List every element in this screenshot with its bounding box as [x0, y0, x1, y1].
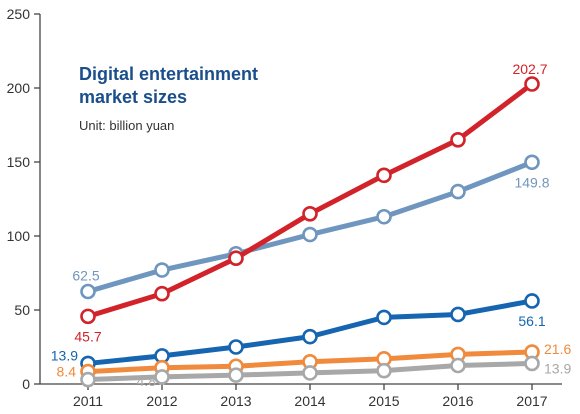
x-tick-label: 2013 [220, 393, 251, 409]
data-label: 13.9 [544, 360, 571, 376]
data-point [154, 285, 170, 302]
data-point [154, 369, 170, 385]
x-tick-label: 2014 [294, 393, 325, 409]
data-label: 62.5 [72, 268, 99, 284]
x-tick-label: 2016 [442, 393, 473, 409]
data-point [80, 371, 96, 388]
data-point [376, 362, 392, 379]
data-label: 45.7 [74, 328, 101, 344]
chart-title: Digital entertainment market sizes [79, 64, 258, 107]
y-tick-label: 50 [14, 302, 30, 318]
data-point [80, 283, 96, 300]
data-point [154, 262, 170, 278]
data-label: 13.9 [51, 347, 78, 363]
axes [39, 14, 562, 385]
data-point [302, 328, 318, 345]
x-tick-label: 2015 [368, 393, 399, 409]
series-4 [80, 355, 540, 388]
series-layer [80, 76, 540, 388]
data-point [228, 367, 244, 383]
x-tick-label: 2012 [146, 393, 177, 409]
data-label: 8.4 [57, 364, 77, 380]
data-point [524, 154, 540, 171]
data-label: 4.8 [137, 373, 157, 389]
chart-subtitle: Unit: billion yuan [79, 118, 174, 133]
y-tick-label: 0 [22, 376, 30, 392]
data-point [228, 339, 244, 355]
series-0 [80, 154, 540, 300]
data-point [376, 167, 392, 184]
y-tick-label: 250 [7, 6, 31, 22]
data-point [302, 206, 318, 222]
x-tick-label: 2011 [73, 393, 103, 409]
data-point [80, 308, 96, 325]
data-point [524, 355, 540, 372]
data-point [302, 365, 318, 381]
y-tick-label: 100 [7, 228, 31, 244]
y-tick-label: 150 [7, 154, 31, 170]
y-ticks: 0 50 100 150 200 250 [7, 6, 40, 392]
data-point [524, 293, 540, 309]
data-point [228, 250, 244, 267]
x-ticks: 2011 2012 2013 2014 2015 2016 2017 [73, 384, 548, 409]
data-point [524, 76, 540, 92]
data-labels: 62.5 149.8 45.7 202.7 13.9 56.1 8.4 21.6 4.8 13.9 [51, 61, 572, 389]
data-label: 21.6 [544, 341, 571, 357]
data-point [376, 309, 392, 326]
data-point [450, 183, 466, 200]
data-label: 202.7 [512, 61, 547, 77]
data-point [376, 208, 392, 225]
y-tick-label: 200 [7, 80, 31, 96]
data-point [450, 132, 466, 148]
data-label: 149.8 [514, 174, 549, 190]
data-point [450, 306, 466, 323]
data-point [302, 226, 318, 243]
x-tick-label: 2017 [516, 393, 547, 409]
data-label: 56.1 [518, 313, 545, 329]
series-1 [80, 76, 540, 325]
data-point [450, 357, 466, 374]
